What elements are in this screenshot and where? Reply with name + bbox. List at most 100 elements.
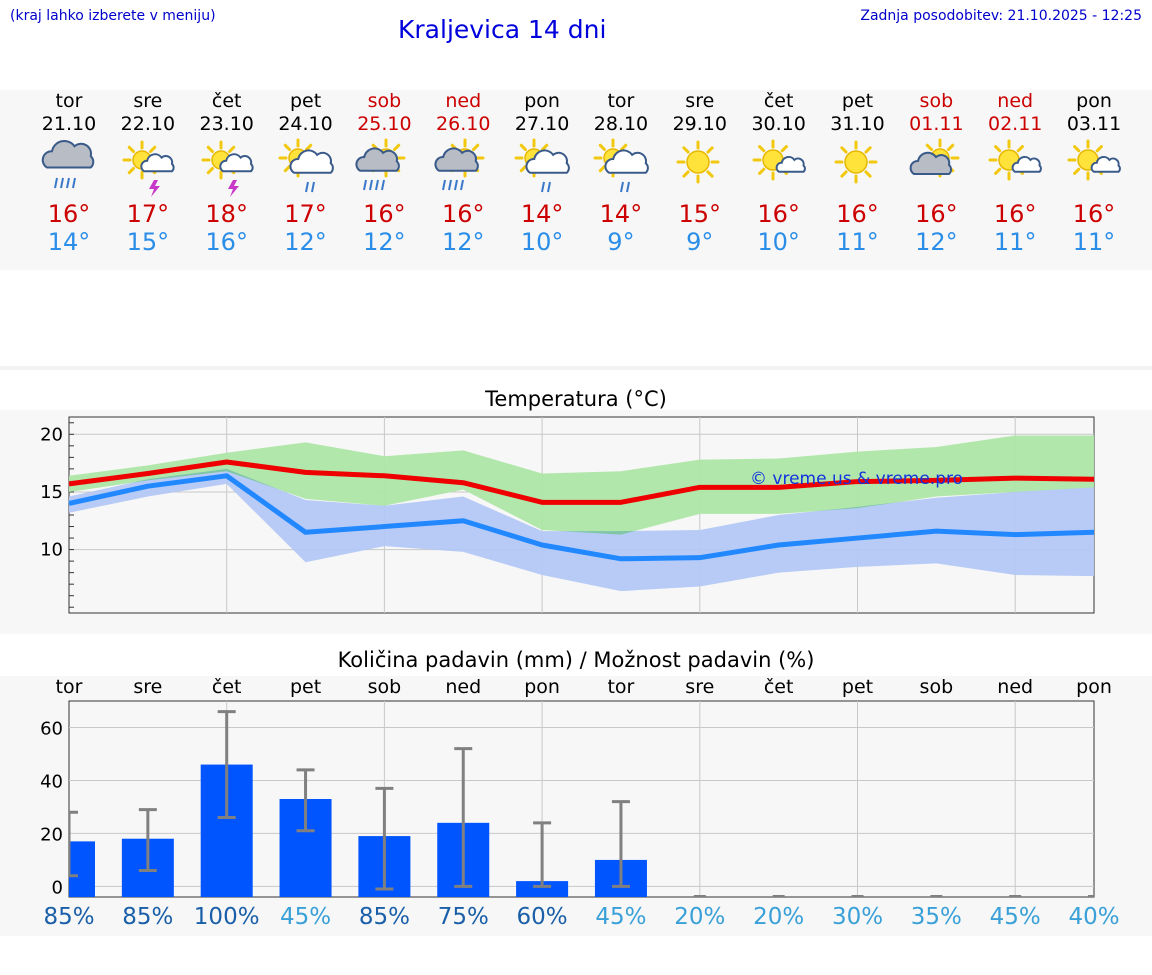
day-name: tor: [55, 90, 83, 112]
day-date: 30.10: [751, 113, 806, 135]
precipitation-day-label: pet: [289, 676, 322, 698]
temp-min: 9°: [686, 228, 714, 256]
day-date: 26.10: [436, 113, 491, 135]
temp-max: 18°: [205, 200, 248, 228]
sun-storm-icon: [201, 140, 254, 197]
sun-small-cloud-icon: [1067, 139, 1121, 181]
precipitation-day-label: tor: [607, 676, 635, 698]
temp-min: 11°: [836, 228, 879, 256]
day-name: tor: [607, 90, 635, 112]
temp-max: 17°: [284, 200, 327, 228]
location-hint: (kraj lahko izberete v meniju): [10, 8, 216, 24]
precipitation-ytick-label: 60: [40, 718, 63, 739]
temp-min: 12°: [284, 228, 327, 256]
temp-max: 14°: [520, 200, 564, 228]
precipitation-day-label: sob: [367, 676, 402, 698]
temp-min: 10°: [757, 228, 800, 256]
temperature-chart-title: Temperatura (°C): [485, 387, 667, 411]
day-name: ned: [445, 90, 482, 112]
day-date: 22.10: [120, 113, 176, 135]
day-name: sob: [367, 90, 402, 112]
precipitation-probability: 45%: [989, 904, 1041, 930]
sun-storm-icon: [122, 140, 175, 197]
min-temperature-line: [68, 473, 1095, 562]
precipitation-probability: 20%: [674, 904, 726, 930]
temp-min: 11°: [993, 228, 1037, 256]
day-name: pet: [289, 90, 322, 112]
temperature-ytick-label: 10: [40, 540, 63, 561]
last-update: Zadnja posodobitev: 21.10.2025 - 12:25: [860, 8, 1142, 24]
day-date: 25.10: [357, 113, 412, 135]
day-name: sob: [919, 90, 954, 112]
day-date: 28.10: [593, 113, 649, 135]
sun-small-cloud-icon: [752, 139, 806, 181]
temp-max: 14°: [599, 200, 643, 228]
temp-min: 16°: [205, 228, 248, 256]
temp-max: 16°: [441, 200, 485, 228]
day-name: pet: [841, 90, 874, 112]
temp-max: 16°: [915, 200, 958, 228]
temp-max: 16°: [1072, 200, 1116, 228]
day-date: 27.10: [514, 113, 570, 135]
precipitation-probability: 45%: [595, 904, 647, 930]
precipitation-bar: [516, 881, 569, 897]
day-date: 21.10: [41, 113, 97, 135]
temp-min: 14°: [47, 228, 91, 256]
temp-min: 12°: [363, 228, 406, 256]
precipitation-probability: 20%: [753, 904, 805, 930]
max-temperature-line: [68, 459, 1095, 505]
temp-max: 16°: [836, 200, 879, 228]
temp-min: 12°: [441, 228, 485, 256]
sun-cloud-rain-icon: [593, 138, 649, 193]
precipitation-day-label: sre: [685, 676, 715, 698]
day-date: 02.11: [987, 113, 1043, 135]
day-date: 29.10: [672, 113, 727, 135]
day-name: sre: [685, 90, 715, 112]
temperature-ytick-label: 20: [40, 424, 63, 445]
divider: [0, 366, 1152, 370]
precipitation-probability: 45%: [279, 904, 332, 930]
day-name: pon: [1076, 90, 1112, 112]
precipitation-probability: 85%: [358, 904, 410, 930]
sun-cloud-rain-icon: [514, 138, 570, 193]
temp-min: 15°: [126, 228, 170, 256]
precipitation-probability: 35%: [910, 904, 962, 930]
precipitation-day-label: sre: [133, 676, 163, 698]
precipitation-day-label: pon: [1076, 676, 1112, 698]
precipitation-ytick-label: 0: [52, 877, 63, 898]
temp-max: 17°: [126, 200, 170, 228]
precipitation-probability: 75%: [437, 904, 489, 930]
sun-icon: [834, 140, 877, 184]
sun-small-cloud-icon: [988, 139, 1043, 181]
precipitation-day-label: pet: [841, 676, 874, 698]
forecast-band: [0, 90, 1152, 270]
day-name: ned: [997, 90, 1034, 112]
temp-max: 16°: [47, 200, 91, 228]
temp-max: 16°: [363, 200, 406, 228]
temp-min: 12°: [915, 228, 958, 256]
day-name: čet: [211, 90, 242, 112]
precipitation-probability: 100%: [193, 904, 260, 930]
temp-max: 15°: [678, 200, 722, 228]
sun-cloud-heavy-rain-icon: [355, 138, 406, 191]
chart-watermark: © vreme.us & vreme.pro: [750, 469, 963, 489]
precipitation-day-label: čet: [211, 676, 242, 698]
precipitation-ytick-label: 20: [40, 824, 63, 845]
sun-cloud-rain-icon: [278, 138, 334, 193]
temp-max: 16°: [993, 200, 1037, 228]
day-date: 23.10: [199, 113, 254, 135]
precipitation-day-label: tor: [55, 676, 83, 698]
precipitation-probability: 40%: [1068, 904, 1120, 930]
sun-icon: [676, 140, 720, 184]
min-temperature-range: [69, 468, 1095, 592]
precipitation-day-label: sob: [919, 676, 954, 698]
precipitation-ytick-label: 40: [40, 771, 63, 792]
temp-min: 9°: [607, 228, 635, 256]
max-temperature-range: [69, 435, 1095, 535]
precipitation-probability: 85%: [43, 904, 95, 930]
temp-min: 11°: [1072, 228, 1116, 256]
precipitation-day-label: pon: [524, 676, 560, 698]
temperature-ytick-label: 15: [40, 482, 63, 503]
cloud-heavy-rain-icon: [41, 139, 95, 189]
